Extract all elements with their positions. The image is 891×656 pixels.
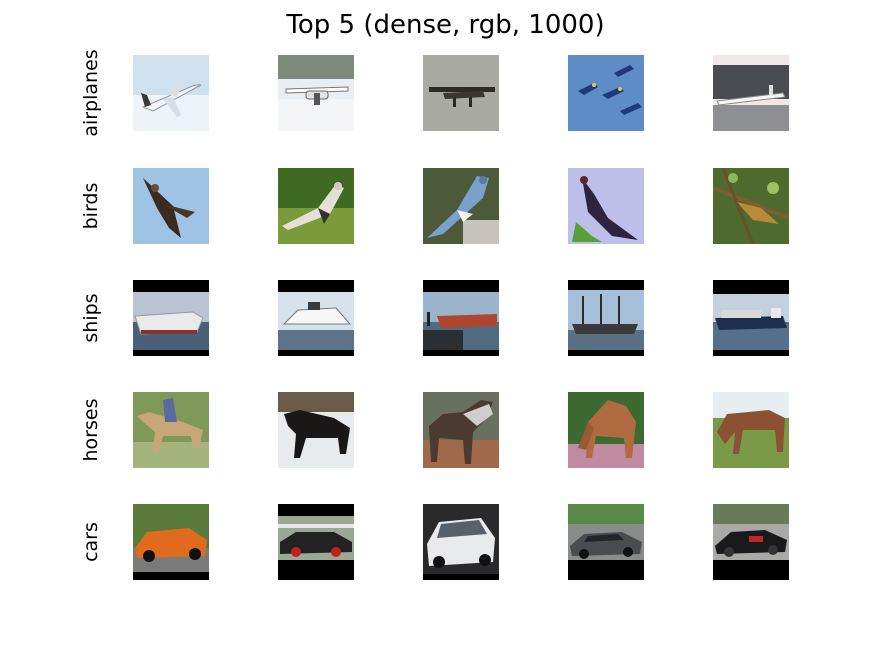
airplane-image-3 [423,55,499,131]
car-image-1 [133,504,209,580]
car-image-5 [713,504,789,580]
row-label-horses: horses [80,398,102,462]
row-label-cars: cars [80,522,102,562]
horse-image-1 [133,392,209,468]
horse-image-3 [423,392,499,468]
car-image-3 [423,504,499,580]
ship-image-5 [713,280,789,356]
bird-image-5 [713,168,789,244]
ship-image-3 [423,280,499,356]
bird-image-1 [133,168,209,244]
row-label-ships: ships [80,293,102,343]
row-label-airplanes: airplanes [80,49,102,137]
car-image-2 [278,504,354,580]
horse-image-2 [278,392,354,468]
row-label-birds: birds [80,182,102,230]
airplane-image-4 [568,55,644,131]
ship-image-2 [278,280,354,356]
bird-image-4 [568,168,644,244]
bird-image-3 [423,168,499,244]
horse-image-4 [568,392,644,468]
car-image-4 [568,504,644,580]
airplane-image-2 [278,55,354,131]
ship-image-4 [568,280,644,356]
figure-title: Top 5 (dense, rgb, 1000) [286,10,605,40]
bird-image-2 [278,168,354,244]
ship-image-1 [133,280,209,356]
horse-image-5 [713,392,789,468]
airplane-image-5 [713,55,789,131]
airplane-image-1 [133,55,209,131]
